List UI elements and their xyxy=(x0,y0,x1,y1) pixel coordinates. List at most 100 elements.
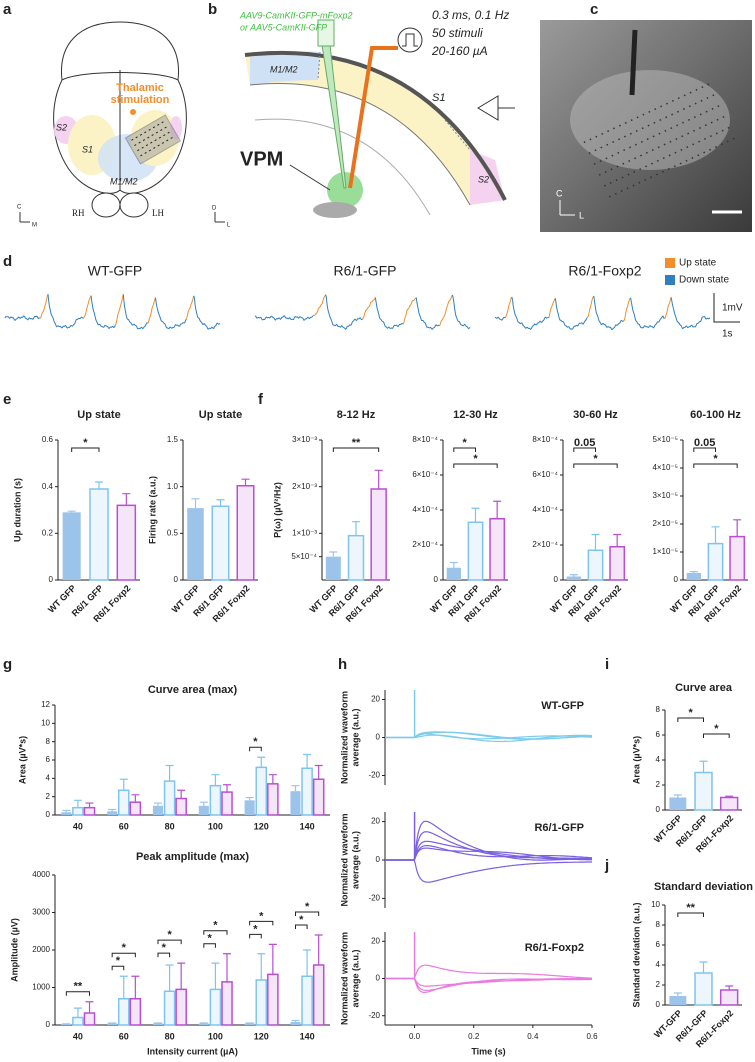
trace xyxy=(185,295,195,319)
error-bar xyxy=(291,1019,300,1022)
panel-label: a xyxy=(3,1,12,18)
bar xyxy=(211,505,230,581)
error-bar xyxy=(223,953,232,982)
y-axis-label: Normalized waveform xyxy=(339,932,349,1025)
y-tick-label: 4000 xyxy=(32,870,50,879)
y-tick-label: 3000 xyxy=(32,908,50,917)
x-tick-label: 40 xyxy=(73,821,83,831)
sig-bracket xyxy=(294,924,308,929)
y-tick-label: 0 xyxy=(49,575,54,584)
error-bar xyxy=(177,789,186,799)
border xyxy=(317,51,471,151)
panel-label: d xyxy=(3,253,12,270)
axes-icon xyxy=(19,212,30,223)
bar xyxy=(175,988,187,1026)
vpm-region xyxy=(327,172,363,208)
trace xyxy=(402,297,417,325)
bar xyxy=(707,542,724,581)
target-label: VPM xyxy=(240,148,283,170)
error-bar xyxy=(165,964,174,992)
y-tick-label: 0 xyxy=(656,805,661,814)
sig-label: * xyxy=(463,437,468,449)
region-label: M1/M2 xyxy=(270,64,298,74)
sig-bracket xyxy=(693,463,738,468)
error-bar xyxy=(153,802,162,806)
y-tick-label: 2×10⁻⁴ xyxy=(412,540,438,549)
bar xyxy=(719,796,739,811)
panel-label: h xyxy=(338,656,347,673)
bar xyxy=(244,1023,255,1025)
bar xyxy=(312,778,325,816)
y-tick-label: 2×10⁻⁵ xyxy=(652,519,678,528)
legend-swatch xyxy=(665,258,675,268)
y-tick-label: 1000 xyxy=(32,983,50,992)
bar xyxy=(489,518,506,581)
error-bar xyxy=(85,1001,94,1013)
trace xyxy=(586,295,595,319)
sig-label: * xyxy=(116,955,121,967)
y-tick-label: 2×10⁻³ xyxy=(292,482,317,491)
trace xyxy=(4,315,41,321)
error-bar xyxy=(131,794,140,803)
chart-title: Peak amplitude (max) xyxy=(136,851,249,863)
sig-label: * xyxy=(213,920,218,932)
sig-bracket xyxy=(294,911,320,916)
x-tick-label: 140 xyxy=(300,1031,315,1041)
chart-title: 60-100 Hz xyxy=(690,409,741,421)
error-bar xyxy=(329,551,338,557)
electrode xyxy=(629,29,638,96)
y-tick-label: 0 xyxy=(554,575,559,584)
trace xyxy=(439,294,453,326)
error-bar xyxy=(119,975,128,999)
bar xyxy=(117,998,130,1026)
region-m1 xyxy=(250,51,320,85)
panel-label: b xyxy=(208,1,217,18)
y-axis-label: P(ω) (µV²/Hz) xyxy=(272,482,282,538)
bar xyxy=(89,488,109,581)
axis-label: L xyxy=(579,210,584,220)
y-axis-label: Normalized waveform xyxy=(339,691,349,784)
bar xyxy=(129,801,142,816)
scale-label: 1mV xyxy=(722,303,743,314)
y-tick-label: 0 xyxy=(376,974,381,983)
amplifier xyxy=(477,95,515,121)
x-tick-label: 60 xyxy=(119,821,129,831)
bar xyxy=(107,1023,118,1025)
bar xyxy=(609,546,626,581)
y-axis-label: Amplitude (µV) xyxy=(9,918,19,982)
waveform-trace xyxy=(385,977,592,992)
error-bar xyxy=(131,975,140,999)
panel-label: j xyxy=(604,857,609,874)
axes-icon xyxy=(559,200,575,216)
x-tick-label: 120 xyxy=(254,821,269,831)
panel-label: g xyxy=(3,656,12,673)
error-bar xyxy=(245,796,254,801)
sig-bracket xyxy=(677,912,704,917)
sig-label: * xyxy=(473,453,478,465)
sig-label: * xyxy=(713,453,718,465)
y-tick-label: 8×10⁻⁴ xyxy=(532,435,558,444)
hemisphere-label: LH xyxy=(152,208,164,218)
trace xyxy=(312,294,326,317)
y-tick-label: -20 xyxy=(368,1011,380,1020)
cerebellum xyxy=(119,192,149,218)
error-bar xyxy=(73,799,82,808)
trace xyxy=(39,294,49,319)
y-tick-label: 0.5 xyxy=(167,528,179,537)
y-tick-label: 2 xyxy=(46,792,51,801)
sig-bracket xyxy=(249,746,262,752)
error-bar xyxy=(725,985,734,990)
bar xyxy=(72,806,84,816)
error-bar xyxy=(199,1022,208,1024)
y-tick-label: 1×10⁻⁵ xyxy=(652,547,678,556)
y-tick-label: 0.4 xyxy=(42,482,54,491)
y-tick-label: 6 xyxy=(656,730,661,739)
bar xyxy=(719,989,739,1006)
sig-label: ** xyxy=(74,981,83,993)
x-tick-label: 0.4 xyxy=(527,1032,539,1041)
y-tick-label: 0 xyxy=(174,575,179,584)
bar xyxy=(163,780,176,816)
bar xyxy=(152,805,164,815)
trace xyxy=(374,297,404,329)
photo: C L xyxy=(540,20,752,232)
